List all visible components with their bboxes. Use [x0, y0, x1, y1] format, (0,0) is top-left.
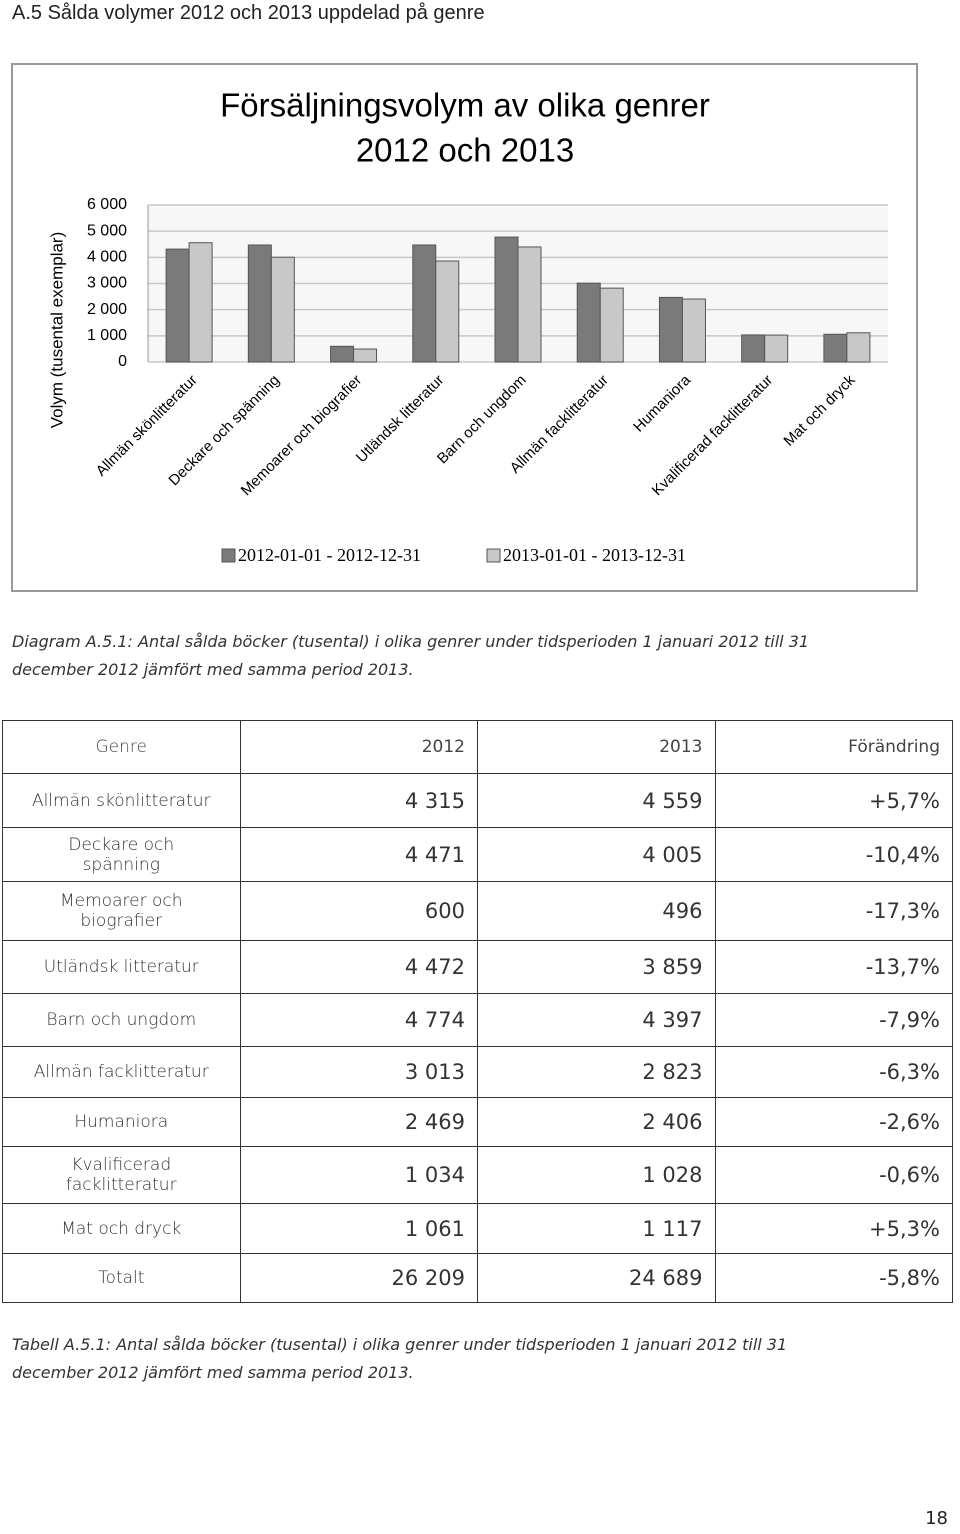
bar [412, 244, 437, 363]
table-cell: 4 315 [239, 773, 478, 828]
table-cell: 3 859 [477, 940, 716, 994]
table-cell: -7,9% [714, 993, 953, 1047]
table-cell: 4 471 [239, 827, 478, 882]
caption-line: Tabell A.5.1: Antal sålda böcker (tusent… [12, 1335, 788, 1354]
table-cell: Humaniora [2, 1097, 241, 1147]
table-cell: 496 [477, 881, 716, 941]
bar [741, 334, 766, 363]
bar [188, 242, 213, 363]
table-cell: Allmän facklitteratur [2, 1046, 241, 1098]
bar [599, 287, 624, 363]
caption-line: december 2012 jämfört med samma period 2… [12, 1363, 414, 1382]
y-tick-label: 3 000 [87, 275, 127, 292]
bar [846, 332, 871, 363]
table-cell: +5,7% [714, 773, 953, 828]
bar [823, 333, 848, 363]
table-row: Mat och dryck 1 061 1 117 +5,3% [2, 1203, 953, 1254]
bar [494, 236, 519, 363]
chart: Försäljningsvolym av olika genrer 2012 o… [11, 63, 918, 592]
table-cell: Kvalificerad facklitteratur [2, 1146, 241, 1204]
bar [681, 298, 706, 363]
table-cell: Genre [2, 720, 241, 774]
table-cell: 1 061 [239, 1203, 478, 1254]
table-row: Barn och ungdom 4 774 4 397 -7,9% [2, 993, 953, 1047]
bar [270, 256, 295, 363]
table-row: Allmän skönlitteratur 4 315 4 559 +5,7% [2, 773, 953, 828]
chart-title: Försäljningsvolym av olika genrer [220, 87, 710, 124]
table-cell: 2 469 [239, 1097, 478, 1147]
table-cell: -13,7% [714, 940, 953, 994]
table-cell: 4 559 [477, 773, 716, 828]
table-cell: -17,3% [714, 881, 953, 941]
table-row: Allmän facklitteratur 3 013 2 823 -6,3% [2, 1046, 953, 1098]
y-tick-label: 5 000 [87, 222, 127, 239]
table-cell: Förändring [714, 720, 953, 774]
bar [764, 334, 789, 363]
table-cell: Allmän skönlitteratur [2, 773, 241, 828]
y-tick-label: 2 000 [87, 301, 127, 318]
legend-label: 2013-01-01 - 2013-12-31 [503, 545, 686, 565]
bar [247, 244, 272, 363]
table-cell: 4 397 [477, 993, 716, 1047]
table-cell: Deckare och spänning [2, 827, 241, 882]
table-row: Memoarer och biografier 600 496 -17,3% [2, 881, 953, 941]
chart-title: 2012 och 2013 [356, 132, 574, 169]
y-tick-label: 4 000 [87, 249, 127, 266]
table-cell: 24 689 [477, 1253, 716, 1303]
bar [330, 345, 355, 363]
y-tick-label: 0 [118, 353, 127, 370]
caption-line: december 2012 jämfört med samma period 2… [12, 660, 414, 679]
table-cell: 2 823 [477, 1046, 716, 1098]
caption-line: Diagram A.5.1: Antal sålda böcker (tusen… [12, 632, 810, 651]
table-cell: -5,8% [714, 1253, 953, 1303]
bar [353, 348, 378, 363]
table-cell: 2012 [239, 720, 478, 774]
y-axis-label: Volym (tusental exemplar) [47, 232, 66, 429]
table-cell: +5,3% [714, 1203, 953, 1254]
table-cell: Totalt [2, 1253, 241, 1303]
page-number: 18 [925, 1508, 948, 1529]
table-row: Genre 2012 2013 Förändring [2, 720, 953, 774]
table-cell: 1 028 [477, 1146, 716, 1204]
table-cell: 600 [239, 881, 478, 941]
table-cell: 2 406 [477, 1097, 716, 1147]
heading: A.5 Sålda volymer 2012 och 2013 uppdelad… [12, 2, 485, 24]
table-cell: 4 472 [239, 940, 478, 994]
legend-swatch [486, 548, 501, 563]
bar [658, 296, 683, 363]
table-cell: 3 013 [239, 1046, 478, 1098]
table-row: Kvalificerad facklitteratur 1 034 1 028 -0,… [2, 1146, 953, 1204]
table-cell: 1 117 [477, 1203, 716, 1254]
table-cell: Memoarer och biografier [2, 881, 241, 941]
table-row: Deckare och spänning 4 471 4 005 -10,4% [2, 827, 953, 882]
data-table: Genre 2012 2013 Förändring Allmän skönlitter… [2, 720, 953, 1303]
table-cell: -6,3% [714, 1046, 953, 1098]
table-row: Humaniora 2 469 2 406 -2,6% [2, 1097, 953, 1147]
table-caption: Tabell A.5.1: Antal sålda böcker (tusent… [12, 1331, 787, 1387]
bar [435, 260, 460, 363]
bar [576, 282, 601, 363]
table-cell: 4 005 [477, 827, 716, 882]
table-cell: 26 209 [239, 1253, 478, 1303]
table-cell: -0,6% [714, 1146, 953, 1204]
table-cell: 1 034 [239, 1146, 478, 1204]
table-cell: 2013 [477, 720, 716, 774]
legend-swatch [221, 548, 236, 563]
table-row: Totalt 26 209 24 689 -5,8% [2, 1253, 953, 1303]
table-cell: -2,6% [714, 1097, 953, 1147]
y-tick-label: 6 000 [87, 196, 127, 213]
y-tick-label: 1 000 [87, 327, 127, 344]
table-row: Utländsk litteratur 4 472 3 859 -13,7% [2, 940, 953, 994]
table-cell: Barn och ungdom [2, 993, 241, 1047]
table-cell: 4 774 [239, 993, 478, 1047]
bar [517, 246, 542, 363]
chart-caption: Diagram A.5.1: Antal sålda böcker (tusen… [12, 628, 809, 684]
bar [165, 248, 190, 363]
table-cell: -10,4% [714, 827, 953, 882]
table-cell: Utländsk litteratur [2, 940, 241, 994]
table-cell: Mat och dryck [2, 1203, 241, 1254]
legend-label: 2012-01-01 - 2012-12-31 [238, 545, 421, 565]
